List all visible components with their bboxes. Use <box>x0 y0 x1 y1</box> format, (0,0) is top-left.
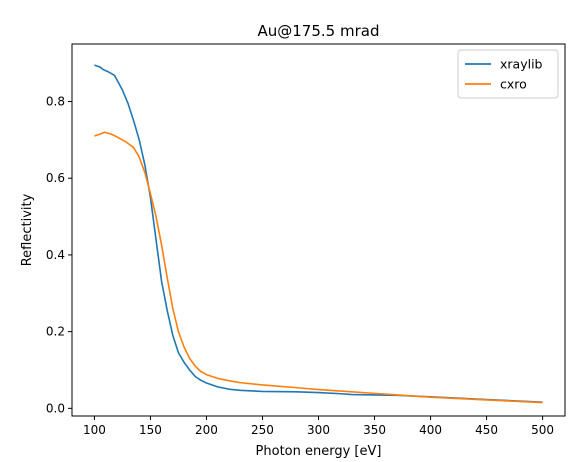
x-tick-label: 100 <box>83 423 106 437</box>
x-tick-label: 200 <box>195 423 218 437</box>
legend-label-xraylib: xraylib <box>500 57 543 72</box>
y-tick-label: 0.0 <box>46 401 65 415</box>
x-tick-label: 300 <box>307 423 330 437</box>
x-axis-title: Photon energy [eV] <box>256 444 382 459</box>
x-tick-label: 450 <box>475 423 498 437</box>
x-tick-label: 250 <box>251 423 274 437</box>
x-tick-label: 500 <box>531 423 554 437</box>
x-axis: 100 150 200 250 300 350 400 450 500 <box>83 416 554 437</box>
y-tick-label: 0.2 <box>46 325 65 339</box>
plot-frame <box>71 43 566 417</box>
x-tick-label: 150 <box>139 423 162 437</box>
plot-lines <box>94 64 543 404</box>
series-line-xraylib <box>94 64 543 403</box>
y-tick-label: 0.4 <box>46 248 65 262</box>
legend-label-cxro: cxro <box>500 77 527 92</box>
x-tick-label: 350 <box>363 423 386 437</box>
x-tick-label: 400 <box>419 423 442 437</box>
legend: xraylib cxro <box>457 49 559 99</box>
y-tick-label: 0.6 <box>46 171 65 185</box>
y-axis: 0.0 0.2 0.4 0.6 0.8 <box>46 95 72 415</box>
y-tick-label: 0.8 <box>46 95 65 109</box>
chart-title: Au@175.5 mrad <box>258 22 380 40</box>
y-axis-title: Reflectivity <box>20 193 35 266</box>
series-line-cxro <box>94 131 543 404</box>
legend-box <box>457 49 559 99</box>
